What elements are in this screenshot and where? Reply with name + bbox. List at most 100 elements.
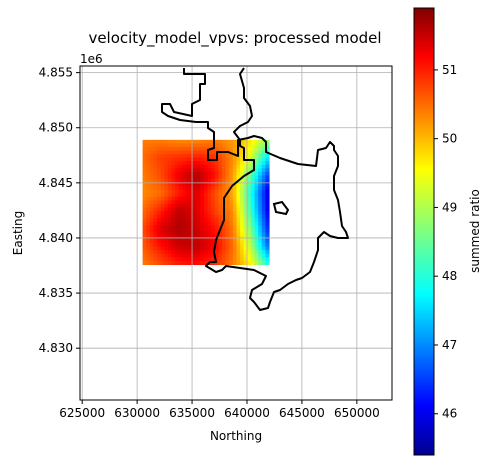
- heatmap-cell: [229, 239, 234, 244]
- heatmap-cell: [265, 182, 270, 187]
- heatmap-cell: [185, 193, 191, 198]
- heatmap-cell: [182, 257, 187, 262]
- heatmap-cell: [203, 175, 209, 180]
- heatmap-cell: [254, 203, 259, 209]
- heatmap-cell: [265, 143, 270, 148]
- heatmap-cell: [254, 239, 259, 244]
- heatmap-cell: [196, 257, 201, 262]
- heatmap-cell: [160, 193, 165, 198]
- heatmap-cell: [185, 207, 191, 212]
- heatmap-cell: [236, 250, 241, 255]
- heatmap-cell: [146, 164, 151, 169]
- heatmap-cell: [196, 168, 201, 173]
- heatmap-cell: [157, 239, 162, 244]
- heatmap-cell: [157, 246, 162, 251]
- heatmap-cell: [164, 154, 169, 159]
- heatmap-cell: [157, 250, 162, 255]
- heatmap-cell: [149, 250, 155, 255]
- heatmap-cell: [153, 182, 158, 187]
- heatmap-cell: [193, 214, 198, 219]
- heatmap-cell: [171, 243, 176, 248]
- heatmap-cell: [232, 143, 238, 148]
- heatmap-cell: [160, 211, 165, 216]
- heatmap-cell: [178, 171, 183, 177]
- heatmap-cell: [157, 225, 162, 230]
- heatmap-cell: [153, 146, 158, 152]
- heatmap-cell: [211, 228, 216, 233]
- heatmap-cell: [157, 257, 162, 262]
- heatmap-cell: [218, 186, 223, 191]
- heatmap-cell: [258, 182, 263, 187]
- heatmap-cell: [153, 193, 158, 198]
- heatmap-cell: [171, 182, 176, 187]
- heatmap-cell: [222, 154, 227, 159]
- heatmap-cell: [167, 260, 173, 266]
- heatmap-cell: [258, 143, 263, 148]
- heatmap-cell: [157, 175, 162, 180]
- heatmap-cell: [261, 186, 266, 191]
- heatmap-cell: [254, 232, 259, 237]
- heatmap-cell: [149, 186, 155, 191]
- heatmap-cell: [250, 239, 256, 244]
- heatmap-cell: [243, 200, 248, 205]
- heatmap-cell: [203, 186, 209, 191]
- heatmap-cell: [222, 228, 227, 233]
- heatmap-cell: [167, 161, 173, 166]
- heatmap-cell: [254, 146, 259, 152]
- heatmap-cell: [149, 232, 155, 237]
- heatmap-cell: [149, 228, 155, 233]
- heatmap-cell: [171, 228, 176, 233]
- heatmap-cell: [211, 211, 216, 216]
- heatmap-cell: [153, 179, 158, 184]
- heatmap-cell: [185, 139, 191, 145]
- heatmap-cell: [229, 189, 234, 194]
- heatmap-cell: [261, 171, 266, 177]
- heatmap-cell: [196, 200, 201, 205]
- heatmap-cell: [254, 193, 259, 198]
- x-tick-label: 640000: [224, 406, 270, 420]
- heatmap-cell: [222, 186, 227, 191]
- heatmap-cell: [232, 225, 238, 230]
- heatmap-cell: [265, 175, 270, 180]
- colorbar-tick-label: 46: [442, 407, 457, 421]
- heatmap-cell: [182, 232, 187, 237]
- heatmap-cell: [211, 225, 216, 230]
- heatmap-cell: [160, 189, 165, 194]
- heatmap-cell: [178, 228, 183, 233]
- heatmap-cell: [243, 196, 248, 201]
- heatmap-cell: [167, 221, 173, 226]
- heatmap-cell: [214, 143, 220, 148]
- heatmap-cell: [167, 228, 173, 233]
- heatmap-cell: [236, 214, 241, 219]
- heatmap-cell: [178, 221, 183, 226]
- heatmap-cell: [146, 232, 151, 237]
- heatmap-cell: [142, 139, 147, 145]
- heatmap-cell: [218, 260, 223, 266]
- heatmap-cell: [261, 221, 266, 226]
- heatmap-cell: [164, 196, 169, 201]
- heatmap-cell: [250, 146, 256, 152]
- heatmap-cell: [200, 182, 205, 187]
- heatmap-cell: [164, 207, 169, 212]
- heatmap-cell: [153, 186, 158, 191]
- heatmap-cell: [214, 146, 220, 152]
- heatmap-cell: [182, 171, 187, 177]
- heatmap-cell: [229, 179, 234, 184]
- heatmap-cell: [178, 146, 183, 152]
- heatmap-cell: [211, 214, 216, 219]
- heatmap-cell: [222, 257, 227, 262]
- heatmap-cell: [225, 232, 230, 237]
- heatmap-cell: [218, 154, 223, 159]
- heatmap-cell: [236, 186, 241, 191]
- heatmap-cell: [167, 150, 173, 155]
- y-tick-label: 4.840: [39, 231, 73, 245]
- heatmap-cell: [207, 171, 212, 177]
- heatmap-cell: [243, 253, 248, 258]
- heatmap-cell: [200, 143, 205, 148]
- heatmap-cell: [232, 221, 238, 226]
- heatmap-cell: [258, 207, 263, 212]
- heatmap-cell: [261, 150, 266, 155]
- heatmap-cell: [265, 221, 270, 226]
- heatmap-cell: [240, 257, 245, 262]
- heatmap-cell: [189, 203, 194, 209]
